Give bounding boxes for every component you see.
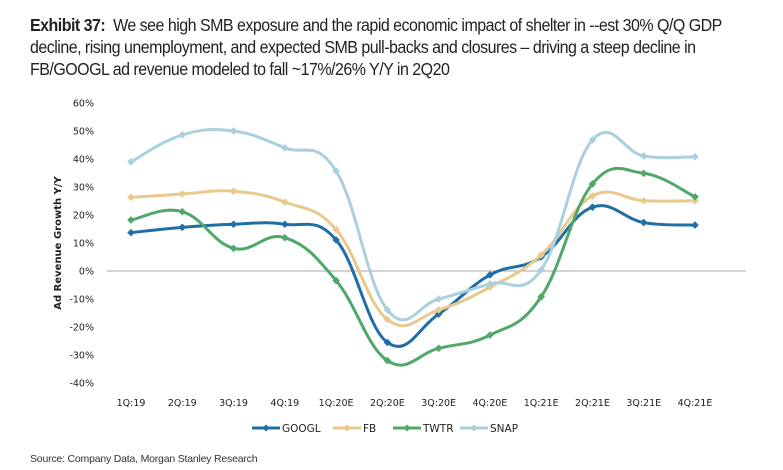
legend-marker [470, 424, 478, 432]
data-point [486, 271, 494, 279]
series-snap [127, 127, 699, 322]
data-point [332, 167, 340, 175]
y-tick-label: 60% [73, 99, 94, 110]
x-axis-ticks: 1Q:19 2Q:19 3Q:19 4Q:19 1Q:20E 2Q:20E 3Q:20E 4Q… [117, 398, 713, 409]
x-tick-label: 2Q:19 [168, 398, 197, 409]
y-tick-label: -30% [69, 351, 94, 362]
data-point [537, 251, 545, 259]
y-tick-label: 0% [79, 267, 94, 278]
data-point [588, 180, 597, 188]
y-tick-label: 50% [73, 127, 94, 138]
data-point [383, 315, 392, 324]
data-point [281, 198, 289, 206]
data-point [383, 356, 392, 365]
series-line-fb [130, 189, 696, 328]
y-axis-ticks: 60% 50% 40% 30% 20% 10% 0% -10% -20% -30% -40% [69, 99, 94, 390]
x-tick-label: 4Q:19 [270, 398, 299, 409]
data-point [127, 216, 135, 224]
data-point [486, 280, 494, 288]
series-layer [127, 127, 699, 367]
data-point [639, 196, 648, 205]
legend-item-googl: GOOGL [252, 423, 321, 435]
x-tick-label: 3Q:19 [219, 398, 248, 409]
data-point [127, 228, 135, 237]
y-tick-label: 20% [73, 211, 94, 222]
data-point [691, 152, 699, 161]
y-tick-label: -40% [69, 379, 94, 390]
series-line-twtr [130, 166, 696, 367]
data-point [281, 233, 289, 242]
x-tick-label: 3Q:20E [421, 398, 456, 409]
x-tick-label: 1Q:21E [524, 398, 559, 409]
data-point [434, 310, 443, 318]
series-googl [127, 203, 699, 348]
y-tick-label: 10% [73, 239, 94, 250]
exhibit-label: Exhibit 37: [30, 15, 106, 35]
x-tick-label: 1Q:20E [319, 398, 354, 409]
x-tick-label: 3Q:21E [626, 398, 661, 409]
data-point [281, 144, 289, 152]
series-line-googl [130, 204, 696, 348]
legend-label: SNAP [490, 423, 518, 435]
x-tick-label: 2Q:21E [575, 398, 610, 409]
y-tick-label: 40% [73, 155, 94, 166]
data-point [332, 236, 340, 244]
data-point [588, 203, 597, 211]
data-point [229, 220, 238, 229]
data-point [537, 292, 545, 301]
source-note: Source: Company Data, Morgan Stanley Res… [30, 453, 258, 465]
data-point [383, 306, 392, 314]
data-point [434, 344, 443, 353]
x-tick-label: 4Q:21E [678, 398, 713, 409]
data-point [229, 187, 238, 195]
data-point [332, 225, 340, 234]
data-point [127, 193, 135, 202]
data-point [639, 169, 648, 178]
legend-label: GOOGL [282, 423, 321, 435]
legend: GOOGL FB TWTR SNAP [252, 423, 518, 435]
data-point [588, 136, 597, 144]
exhibit-title: Exhibit 37: We see high SMB exposure and… [30, 14, 774, 80]
series-twtr [127, 166, 699, 367]
legend-marker [343, 424, 351, 432]
legend-label: TWTR [422, 423, 454, 435]
legend-item-fb: FB [333, 423, 376, 435]
data-point [332, 276, 340, 285]
data-point [281, 220, 289, 229]
data-point [178, 190, 187, 198]
data-point [639, 152, 648, 160]
data-point [178, 223, 187, 232]
x-tick-label: 4Q:20E [472, 398, 507, 409]
data-point [691, 193, 699, 201]
legend-marker [403, 424, 411, 432]
x-tick-label: 1Q:19 [117, 398, 146, 409]
data-point [691, 196, 699, 205]
data-point [434, 306, 443, 314]
data-point [691, 221, 699, 229]
y-tick-label: -20% [69, 323, 94, 334]
data-point [639, 218, 648, 227]
legend-marker [262, 424, 270, 432]
legend-item-snap: SNAP [460, 423, 518, 435]
data-point [588, 192, 597, 200]
data-point [178, 131, 187, 139]
exhibit-text: We see high SMB exposure and the rapid e… [30, 15, 722, 79]
y-axis-label: Ad Revenue Growth Y/Y [53, 176, 64, 310]
y-tick-label: 30% [73, 183, 94, 194]
data-point [486, 331, 494, 339]
data-point [537, 266, 545, 274]
data-point [229, 127, 238, 135]
legend-label: FB [363, 423, 376, 435]
data-point [383, 338, 392, 347]
x-tick-label: 2Q:20E [370, 398, 405, 409]
y-tick-label: -10% [69, 295, 94, 306]
legend-item-twtr: TWTR [393, 423, 454, 435]
data-point [229, 244, 238, 253]
data-point [127, 158, 135, 166]
data-point [178, 207, 187, 216]
data-point [434, 295, 443, 303]
